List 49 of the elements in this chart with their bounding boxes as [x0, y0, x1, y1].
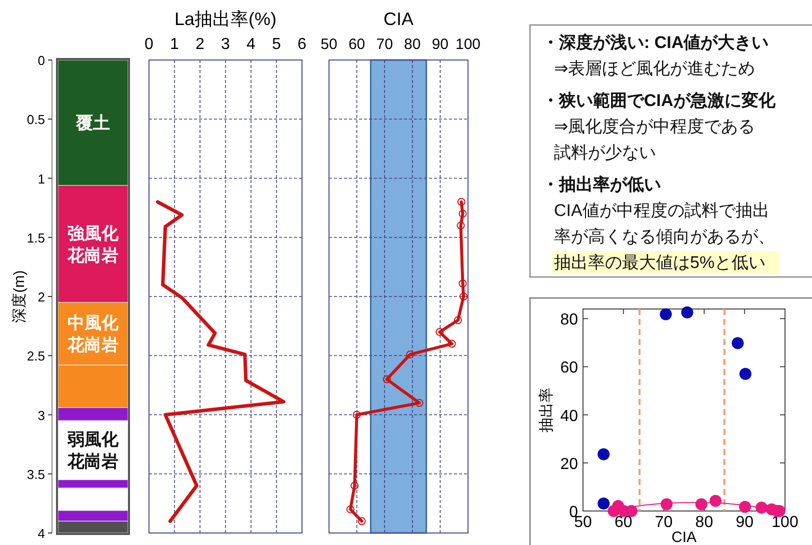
- x-tick-label: 70: [376, 36, 393, 53]
- x-tick-label: 4: [246, 36, 256, 53]
- x-tick-label: 60: [614, 514, 632, 531]
- text: 抽出率の最大値は5%と低い: [554, 253, 766, 272]
- x-tick-label: 0: [144, 36, 154, 53]
- y-tick-label: 80: [560, 312, 578, 329]
- y-tick-label: 1: [38, 171, 45, 186]
- y-tick-label: 4: [38, 526, 45, 541]
- x-tick-label: 90: [736, 514, 754, 531]
- y-tick-label: 1.5: [26, 230, 45, 246]
- x-tick-label: 3: [221, 36, 230, 53]
- text: ・狭い範囲でCIAが急激に変化: [542, 91, 776, 110]
- y-tick-label: 0.5: [26, 112, 45, 128]
- x-tick-label: 60: [348, 36, 366, 53]
- y-tick-label: 0: [38, 53, 45, 68]
- y-tick-label: 2.5: [26, 348, 45, 364]
- text: ・深度が浅い: CIA値が大きい: [542, 33, 769, 52]
- y-axis-title: 深度(m): [11, 270, 28, 323]
- x-axis-title: CIA: [671, 529, 697, 545]
- x-tick-label: 80: [404, 36, 421, 53]
- x-tick-label: 2: [196, 36, 205, 53]
- series-label: 中風化花崗岩: [66, 314, 120, 355]
- x-tick-label: 100: [455, 36, 481, 53]
- x-tick-label: 6: [298, 36, 307, 53]
- text: CIA値が中程度の試料で抽出: [554, 201, 770, 220]
- y-tick-label: 60: [560, 360, 578, 377]
- text: ・抽出率が低い: [542, 175, 661, 194]
- y-tick-label: 2: [38, 290, 45, 304]
- x-tick-label: 70: [654, 514, 673, 531]
- x-tick-label: 5: [272, 36, 282, 53]
- x-tick-label: 80: [695, 514, 714, 531]
- x-tick-label: 50: [320, 36, 338, 53]
- text: 試料が少ない: [554, 143, 656, 162]
- x-tick-label: 1: [170, 36, 180, 53]
- y-tick-label: 40: [560, 408, 578, 425]
- y-tick-label: 20: [560, 456, 578, 473]
- y-tick-label: 3.5: [26, 466, 45, 482]
- text: ⇒表層ほど風化が進むため: [554, 59, 756, 78]
- x-tick-label: 90: [432, 36, 449, 53]
- x-axis-title: CIA: [383, 9, 414, 29]
- x-tick-label: 100: [772, 514, 798, 531]
- y-axis-title: 抽出率: [538, 388, 555, 432]
- y-tick-label: 3: [38, 408, 45, 423]
- series-label: 覆土: [75, 114, 110, 133]
- series-label: 弱風化花崗岩: [66, 430, 120, 472]
- text: ⇒風化度合が中程度である: [554, 117, 756, 136]
- x-axis-title: La抽出率(%): [174, 9, 277, 29]
- text: 率が高くなる傾向があるが、: [554, 227, 775, 246]
- series-label: 強風化花崗岩: [66, 224, 120, 265]
